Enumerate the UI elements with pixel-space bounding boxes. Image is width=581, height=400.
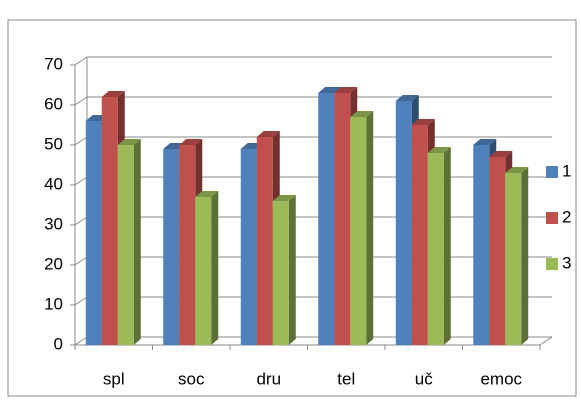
bar bbox=[318, 93, 335, 345]
bar bbox=[505, 173, 522, 345]
y-tick-label: 50 bbox=[44, 134, 63, 153]
y-tick-label: 0 bbox=[54, 334, 63, 353]
bar bbox=[240, 149, 257, 345]
bar-top bbox=[318, 87, 342, 93]
x-tick-label: dru bbox=[256, 369, 281, 388]
bar-side bbox=[521, 167, 529, 345]
bar-top bbox=[350, 111, 374, 117]
bar-top bbox=[334, 87, 358, 93]
bar bbox=[272, 201, 289, 345]
bar-side bbox=[288, 195, 296, 345]
legend-swatch bbox=[546, 258, 558, 270]
bar-top bbox=[505, 167, 529, 173]
x-tick-label: tel bbox=[337, 369, 355, 388]
y-tick-label: 20 bbox=[44, 254, 63, 273]
bar bbox=[101, 97, 118, 345]
grid-line bbox=[74, 296, 88, 306]
grid-line bbox=[74, 136, 88, 146]
bar-top bbox=[195, 191, 219, 197]
legend-label: 3 bbox=[562, 253, 571, 272]
bar-top bbox=[179, 139, 203, 145]
bar-top bbox=[117, 139, 141, 145]
grid-line bbox=[74, 216, 88, 226]
grid-line bbox=[74, 96, 88, 106]
bar-top bbox=[272, 195, 296, 201]
y-tick-label: 30 bbox=[44, 214, 63, 233]
x-tick-label: spl bbox=[103, 369, 125, 388]
x-tick-label: emoc bbox=[480, 369, 522, 388]
y-tick-label: 70 bbox=[44, 54, 63, 73]
y-tick-label: 40 bbox=[44, 174, 63, 193]
bar-top bbox=[101, 91, 125, 97]
x-tick-label: soc bbox=[178, 369, 205, 388]
bar bbox=[117, 145, 134, 345]
bar bbox=[473, 145, 490, 345]
bar-top bbox=[427, 147, 451, 153]
bar bbox=[256, 137, 273, 345]
bar bbox=[350, 117, 367, 345]
bar bbox=[195, 197, 212, 345]
legend-label: 2 bbox=[562, 207, 571, 226]
y-tick-label: 60 bbox=[44, 94, 63, 113]
bar-top bbox=[473, 139, 497, 145]
bar bbox=[395, 101, 412, 345]
bar-side bbox=[366, 111, 374, 345]
bar bbox=[163, 149, 180, 345]
bar bbox=[411, 125, 428, 345]
bar-top bbox=[256, 131, 280, 137]
grid-line bbox=[74, 336, 88, 346]
x-tick-label: uč bbox=[415, 369, 433, 388]
bar bbox=[85, 121, 102, 345]
legend-swatch bbox=[546, 166, 558, 178]
grid-line bbox=[74, 176, 88, 186]
bar-top bbox=[395, 95, 419, 101]
bar bbox=[334, 93, 351, 345]
legend-label: 1 bbox=[562, 161, 571, 180]
bar-top bbox=[489, 151, 513, 157]
grid-line bbox=[74, 56, 88, 66]
bar-side bbox=[133, 139, 141, 345]
bar bbox=[179, 145, 196, 345]
legend-swatch bbox=[546, 212, 558, 224]
bar-side bbox=[211, 191, 219, 345]
bar-side bbox=[443, 147, 451, 345]
bar bbox=[489, 157, 506, 345]
y-tick-label: 10 bbox=[44, 294, 63, 313]
bar-top bbox=[411, 119, 435, 125]
grid-line bbox=[74, 256, 88, 266]
bar bbox=[427, 153, 444, 345]
